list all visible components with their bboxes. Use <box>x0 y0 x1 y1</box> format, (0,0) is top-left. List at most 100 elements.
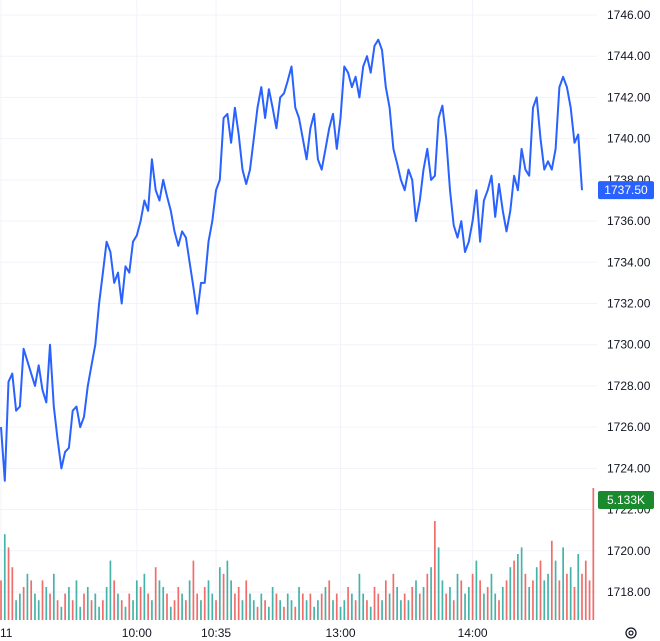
y-tick-label: 1736.00 <box>607 214 651 228</box>
volume-bar <box>543 580 546 620</box>
volume-bar <box>445 593 448 620</box>
volume-bar <box>37 600 40 620</box>
volume-bar <box>45 587 48 620</box>
volume-bar <box>290 600 293 620</box>
volume-bar <box>260 593 263 620</box>
volume-bar <box>584 560 587 620</box>
volume-bar <box>234 593 236 620</box>
grid <box>0 0 597 620</box>
volume-bar <box>317 600 319 620</box>
volume-bar <box>437 547 440 620</box>
volume-bar <box>211 593 214 620</box>
volume-bar <box>294 606 297 620</box>
volume-bar <box>456 573 459 620</box>
volume-bar <box>467 587 470 620</box>
volume-bar <box>79 606 82 620</box>
volume-bar <box>407 600 410 620</box>
volume-bar <box>588 580 591 620</box>
y-tick-label: 1720.00 <box>607 544 651 558</box>
volume-bar <box>501 587 504 620</box>
volume-bar <box>132 600 134 620</box>
y-tick-label: 1740.00 <box>607 132 651 146</box>
volume-bar <box>83 593 85 620</box>
volume-bar <box>418 593 421 620</box>
volume-bar <box>528 587 531 620</box>
volume-bar <box>0 580 2 620</box>
volume-bar <box>271 587 274 620</box>
price-line <box>0 38 583 482</box>
volume-bar <box>275 593 278 620</box>
price-line-layer <box>0 38 583 482</box>
gear-icon[interactable] <box>625 627 637 639</box>
volume-bar <box>135 580 138 620</box>
volume-bar <box>562 547 564 620</box>
volume-bar <box>185 600 187 620</box>
volume-bar <box>400 600 402 620</box>
volume-bar <box>215 600 217 620</box>
x-tick-label: 14:00 <box>458 626 488 640</box>
volume-bar <box>460 580 463 620</box>
volume-bar <box>256 606 259 620</box>
volume-bar <box>532 580 534 620</box>
volume-bar <box>109 560 112 620</box>
volume-bar <box>52 573 55 620</box>
volume-bar <box>56 600 59 620</box>
volume-bar <box>139 587 142 620</box>
volume-bar <box>369 606 372 620</box>
volume-bar <box>252 600 255 620</box>
volume-bar <box>581 573 583 620</box>
volume-bar <box>426 573 429 620</box>
volume-bar <box>577 554 580 620</box>
volume-bar <box>373 587 376 620</box>
volume-bar <box>154 567 157 620</box>
volume-bar <box>381 600 383 620</box>
volume-bar <box>328 580 331 620</box>
volume-bar <box>120 600 123 620</box>
volume-bar <box>86 587 89 620</box>
volume-bar <box>264 600 266 620</box>
volume-bar <box>173 600 176 620</box>
volume-bar <box>200 600 202 620</box>
x-tick-label: 10:35 <box>201 626 231 640</box>
volume-bar <box>320 593 323 620</box>
volume-bar <box>509 567 512 620</box>
volume-bar <box>268 606 270 620</box>
last-price-label: 1737.50 <box>604 183 648 197</box>
volume-bar <box>388 593 391 620</box>
y-tick-label: 1732.00 <box>607 297 651 311</box>
y-tick-label: 1728.00 <box>607 379 651 393</box>
volume-bar <box>192 560 195 620</box>
volume-bar <box>181 593 183 620</box>
volume-bar <box>335 593 338 620</box>
volume-bar <box>592 488 595 620</box>
volume-bar <box>569 567 572 620</box>
volume-bar <box>237 587 240 620</box>
volume-bar <box>354 600 357 620</box>
volume-bar <box>298 587 300 620</box>
volume-bar <box>566 573 568 620</box>
last-volume-badge <box>598 491 654 509</box>
volume-bar <box>218 567 221 620</box>
volume-bar <box>351 593 353 620</box>
volume-bar <box>384 580 387 620</box>
x-tick-label: 13:00 <box>326 626 356 640</box>
y-tick-label: 1730.00 <box>607 338 651 352</box>
volume-bar <box>117 593 119 620</box>
x-axis: 11 10:00 10:35 13:00 14:00 <box>0 626 488 640</box>
volume-bar <box>230 580 232 620</box>
y-tick-label: 1734.00 <box>607 255 651 269</box>
volume-bar <box>68 587 70 620</box>
volume-bar <box>188 580 191 620</box>
volume-bar <box>15 600 17 620</box>
volume-bar <box>449 587 451 620</box>
volume-bar <box>207 580 210 620</box>
volume-bar <box>471 573 474 620</box>
volume-bar <box>90 600 93 620</box>
volume-bar <box>547 573 549 620</box>
volume-bar <box>196 593 199 620</box>
volume-bar <box>98 606 100 620</box>
volume-bar <box>177 587 180 620</box>
volume-bar <box>513 560 515 620</box>
